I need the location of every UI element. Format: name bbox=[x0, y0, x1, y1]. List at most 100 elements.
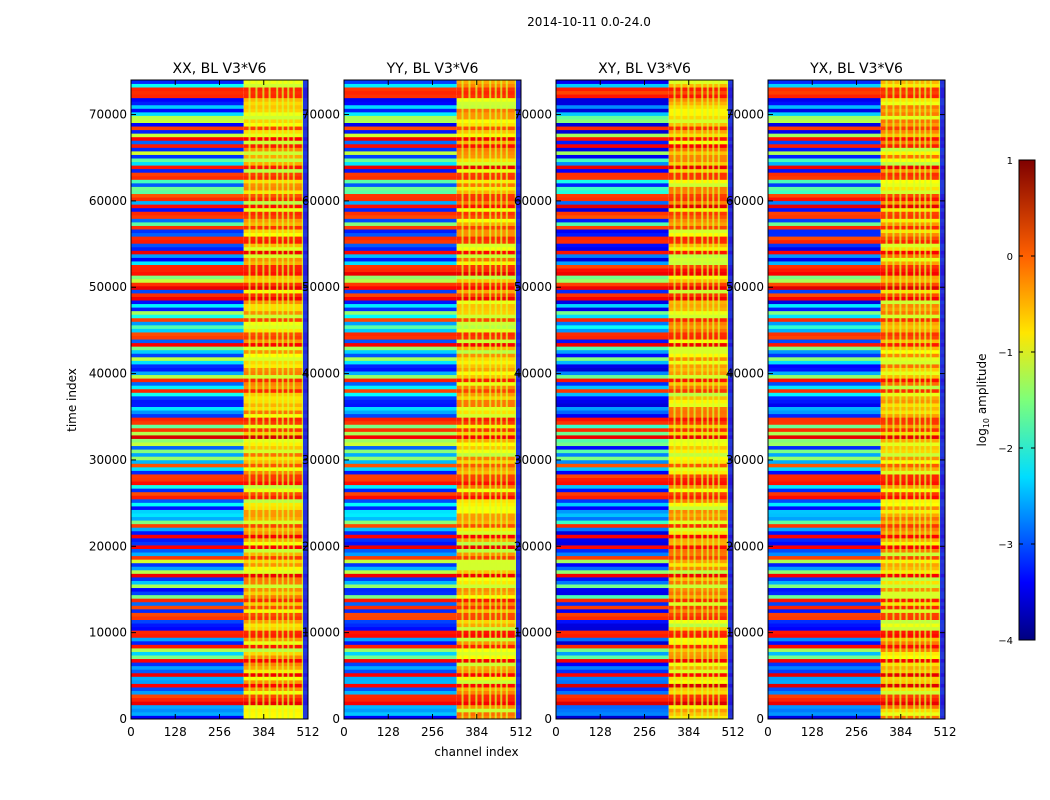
heatmap-row bbox=[344, 612, 457, 617]
heatmap-row bbox=[768, 122, 881, 127]
colorbar-tick-label: −2 bbox=[998, 444, 1013, 455]
heatmap-row-bright bbox=[243, 587, 308, 592]
heatmap-row-bright bbox=[880, 193, 945, 198]
heatmap-row-bright bbox=[880, 165, 945, 170]
heatmap-row-bright bbox=[668, 285, 733, 290]
heatmap-row bbox=[344, 640, 457, 645]
heatmap-row bbox=[768, 406, 881, 411]
channel-stripe bbox=[701, 80, 704, 719]
heatmap-row-bright bbox=[880, 498, 945, 503]
x-tick-label: 128 bbox=[589, 725, 612, 739]
heatmap-row-bright bbox=[880, 374, 945, 379]
heatmap-row-bright bbox=[456, 466, 521, 471]
heatmap-row-bright bbox=[880, 261, 945, 265]
heatmap-row bbox=[556, 633, 669, 638]
heatmap-row bbox=[131, 317, 244, 322]
heatmap-row-bright bbox=[456, 491, 521, 496]
heatmap-row-bright bbox=[243, 459, 308, 464]
heatmap-row-bright bbox=[880, 644, 945, 649]
y-tick-label: 40000 bbox=[726, 367, 764, 381]
heatmap-row bbox=[768, 456, 881, 461]
heatmap-row bbox=[344, 360, 457, 365]
heatmap-row bbox=[768, 271, 881, 276]
heatmap-row bbox=[768, 708, 881, 713]
heatmap-row bbox=[344, 662, 457, 667]
heatmap-row bbox=[344, 431, 457, 436]
heatmap-row bbox=[768, 427, 881, 432]
heatmap-row bbox=[556, 147, 669, 152]
heatmap-row-bright bbox=[880, 488, 945, 493]
heatmap-row-bright bbox=[880, 147, 945, 152]
heatmap-row bbox=[768, 211, 881, 216]
heatmap-row bbox=[344, 388, 457, 393]
heatmap-row bbox=[556, 246, 669, 251]
heatmap-row bbox=[344, 257, 457, 262]
heatmap-row-bright bbox=[456, 104, 521, 109]
heatmap-row bbox=[556, 616, 669, 620]
heatmap-row-bright bbox=[880, 431, 945, 436]
channel-stripe bbox=[726, 80, 729, 719]
y-tick-label: 40000 bbox=[89, 367, 127, 381]
heatmap-row bbox=[344, 346, 457, 351]
heatmap-row-bright bbox=[880, 442, 945, 447]
heatmap-row-bright bbox=[668, 619, 733, 624]
heatmap-row-bright bbox=[668, 339, 733, 344]
heatmap-row bbox=[556, 197, 669, 202]
x-tick-label: 128 bbox=[801, 725, 824, 739]
heatmap-row bbox=[131, 662, 244, 667]
heatmap-row-bright bbox=[456, 310, 521, 315]
heatmap-row-bright bbox=[880, 204, 945, 209]
heatmap-row bbox=[768, 655, 881, 660]
heatmap-row-bright bbox=[456, 360, 521, 365]
heatmap-row-bright bbox=[243, 477, 308, 482]
heatmap-row bbox=[131, 293, 244, 297]
heatmap-row bbox=[556, 577, 669, 581]
heatmap-row-bright bbox=[880, 346, 945, 351]
heatmap-row bbox=[556, 229, 669, 234]
colorbar-label-subscript: 10 bbox=[982, 418, 991, 428]
heatmap-row-bright bbox=[668, 463, 733, 468]
heatmap-row bbox=[556, 296, 669, 301]
heatmap-row-bright bbox=[243, 449, 308, 454]
heatmap-row bbox=[344, 122, 457, 127]
heatmap-row bbox=[344, 452, 457, 457]
heatmap-row bbox=[556, 161, 669, 166]
heatmap-row-bright bbox=[880, 243, 945, 248]
channel-stripe bbox=[892, 80, 895, 719]
heatmap-row bbox=[131, 143, 244, 148]
heatmap-row-bright bbox=[456, 147, 521, 152]
heatmap-row bbox=[768, 371, 881, 376]
heatmap-row bbox=[768, 239, 881, 244]
heatmap-row bbox=[131, 261, 244, 265]
heatmap-row bbox=[556, 630, 669, 635]
heatmap-row bbox=[344, 672, 457, 677]
heatmap-row-bright bbox=[668, 381, 733, 386]
heatmap-row bbox=[768, 282, 881, 287]
heatmap-row bbox=[344, 126, 457, 131]
heatmap-row bbox=[131, 701, 244, 706]
heatmap-row-bright bbox=[243, 158, 308, 163]
heatmap-row-bright bbox=[668, 669, 733, 674]
heatmap-row-bright bbox=[880, 129, 945, 134]
heatmap-row-bright bbox=[880, 587, 945, 592]
heatmap-row-bright bbox=[880, 580, 945, 585]
heatmap-row bbox=[344, 637, 457, 642]
channel-stripe bbox=[494, 80, 497, 719]
heatmap-row-bright bbox=[880, 328, 945, 333]
x-tick-label: 256 bbox=[421, 725, 444, 739]
heatmap-row bbox=[131, 207, 244, 212]
heatmap-row bbox=[768, 687, 881, 691]
heatmap-row bbox=[768, 87, 881, 92]
heatmap-row-bright bbox=[456, 346, 521, 351]
heatmap-row bbox=[344, 158, 457, 163]
heatmap-row-bright bbox=[243, 94, 308, 99]
heatmap-row-bright bbox=[456, 534, 521, 539]
heatmap-row bbox=[344, 669, 457, 674]
heatmap-row-bright bbox=[880, 175, 945, 180]
heatmap-row bbox=[344, 101, 457, 106]
heatmap-row-bright bbox=[456, 257, 521, 262]
heatmap-row-bright bbox=[668, 552, 733, 557]
heatmap-row-bright bbox=[243, 484, 308, 489]
heatmap-row bbox=[131, 108, 244, 113]
heatmap-row-bright bbox=[456, 225, 521, 230]
